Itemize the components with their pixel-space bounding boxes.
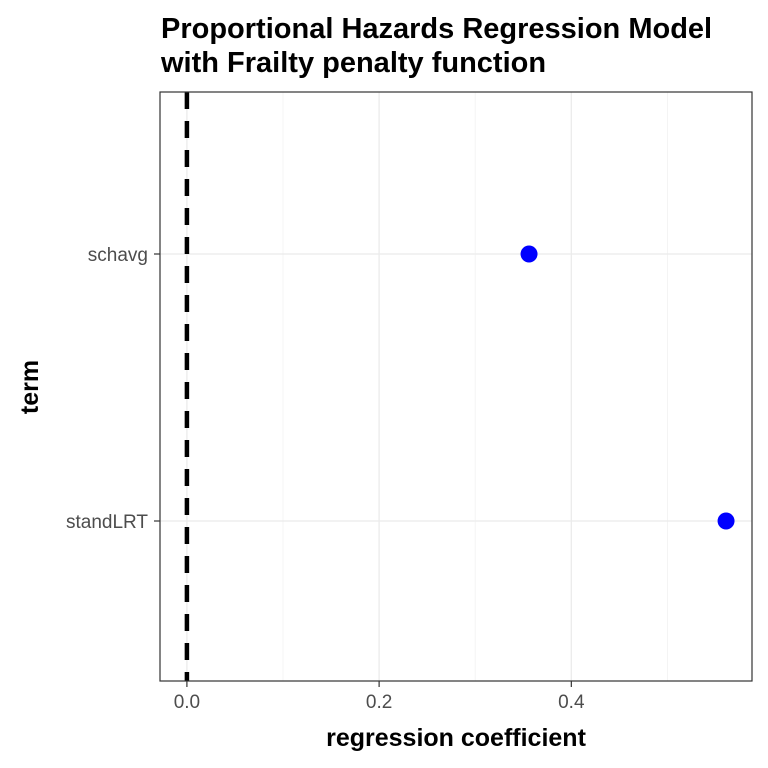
data-point-standLRT: [717, 512, 735, 530]
x-tick-label: 0.2: [366, 692, 392, 713]
x-tick-label: 0.0: [174, 692, 200, 713]
x-axis-title: regression coefficient: [326, 724, 586, 752]
y-axis: standLRT schavg: [66, 245, 160, 533]
points-layer: [520, 245, 735, 530]
chart-title: Proportional Hazards Regression Model wit…: [160, 13, 712, 79]
panel-background: [160, 92, 752, 681]
data-point-schavg: [520, 245, 538, 263]
plot-panel: [159, 91, 753, 682]
y-axis-title: term: [16, 360, 44, 414]
y-tick-label-standLRT: standLRT: [66, 512, 148, 533]
chart-title-line: Proportional Hazards Regression Model: [161, 13, 712, 45]
panel-border: [159, 91, 753, 682]
x-axis: 0.0 0.2 0.4: [174, 681, 585, 713]
chart-title-line: with Frailty penalty function: [160, 47, 546, 79]
x-tick-label: 0.4: [558, 692, 585, 713]
y-tick-label-schavg: schavg: [88, 245, 148, 266]
